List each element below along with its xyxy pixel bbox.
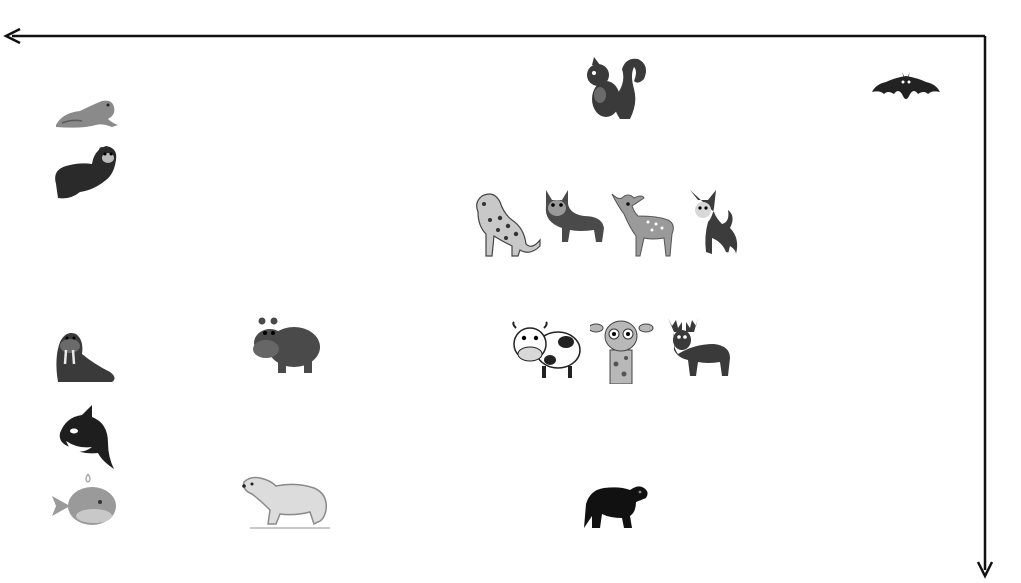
black-bear-icon [580, 480, 650, 530]
seal-icon [52, 95, 122, 131]
fox-icon [682, 188, 740, 258]
walrus-icon [50, 328, 120, 386]
cow-icon [510, 320, 582, 380]
polar-bear-icon [240, 472, 332, 530]
whale-icon [48, 470, 120, 528]
deer-icon [608, 188, 678, 258]
horizontal-axis-arrowhead [3, 27, 21, 45]
lynx-icon [540, 188, 608, 244]
otter-icon [50, 140, 120, 202]
orca-icon [52, 403, 120, 471]
squirrel-icon [580, 55, 650, 123]
giraffe-icon [590, 316, 656, 384]
leopard-icon [470, 190, 542, 258]
vertical-axis-arrowhead [976, 561, 994, 579]
moose-icon [664, 314, 734, 378]
hippo-icon [250, 315, 322, 375]
bat-icon [870, 70, 942, 110]
